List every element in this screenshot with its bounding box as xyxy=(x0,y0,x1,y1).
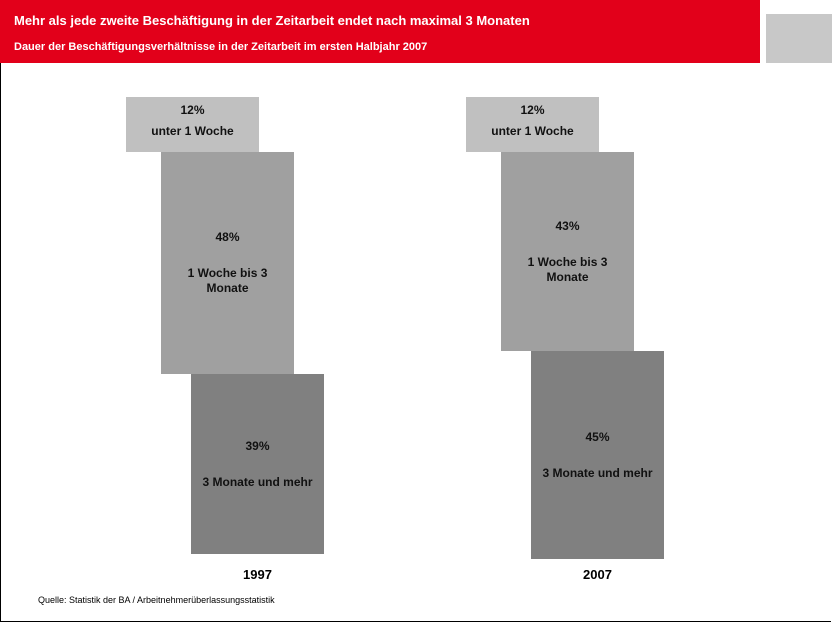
bar: 45% 3 Monate und mehr xyxy=(531,351,664,559)
category-label: 1 Woche bis 3 Monate xyxy=(527,254,608,284)
header-box xyxy=(766,14,832,63)
value-label: 43% xyxy=(555,218,580,233)
header-bar xyxy=(0,0,760,63)
value-label: 39% xyxy=(245,438,270,453)
value-label: 12% xyxy=(180,103,205,117)
subtitle: Dauer der Beschäftigungsverhältnisse in … xyxy=(14,41,428,53)
category-label: 3 Monate und mehr xyxy=(202,474,313,489)
bar: 43% 1 Woche bis 3 Monate xyxy=(501,152,634,352)
value-label: 48% xyxy=(215,230,240,245)
bar: 12% unter 1 Woche xyxy=(126,97,259,153)
bar: 48% 1 Woche bis 3 Monate xyxy=(161,152,294,375)
category-label: unter 1 Woche xyxy=(151,124,234,138)
value-label: 12% xyxy=(520,103,545,117)
frame xyxy=(0,63,831,622)
value-label: 45% xyxy=(585,429,610,444)
category-label: 3 Monate und mehr xyxy=(542,465,653,480)
category-label: unter 1 Woche xyxy=(491,124,574,138)
source: Quelle: Statistik der BA / Arbeitnehmerü… xyxy=(38,595,275,605)
title: Mehr als jede zweite Beschäftigung in de… xyxy=(14,13,530,28)
group-label: 1997 xyxy=(243,567,272,582)
bar: 12% unter 1 Woche xyxy=(466,97,599,153)
category-label: 1 Woche bis 3 Monate xyxy=(187,266,268,296)
group-label: 2007 xyxy=(583,567,612,582)
bar: 39% 3 Monate und mehr xyxy=(191,374,324,555)
